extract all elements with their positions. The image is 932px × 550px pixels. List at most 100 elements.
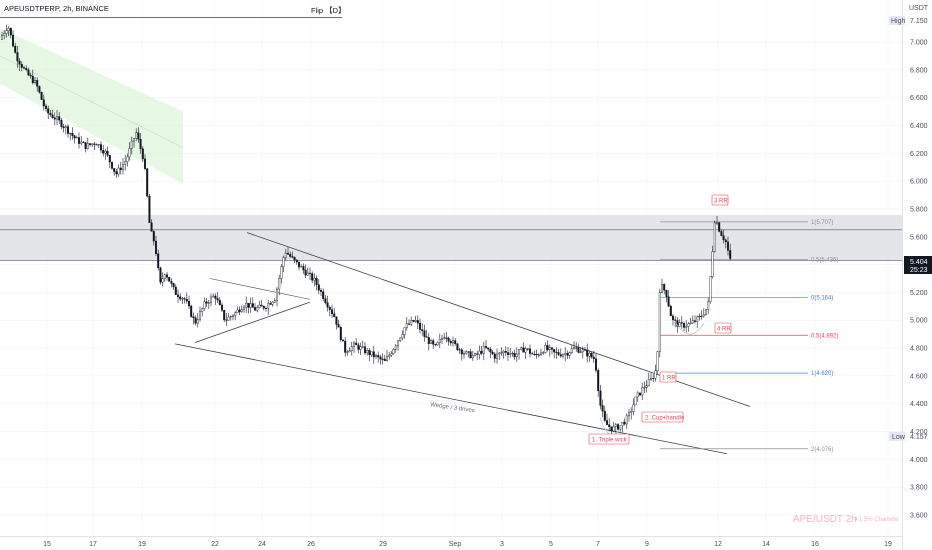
candle-body [342,339,345,342]
candle-body [414,320,417,322]
time-axis[interactable]: 15 17 19 22 24 26 29 Sep 3 5 7 9 12 14 16 19 [43,541,892,548]
candle [370,351,373,358]
symbol-title[interactable]: APEUSDTPERP, 2h, BINANCE [4,4,109,13]
candle [650,373,653,381]
triangle-upper-trendline[interactable] [209,278,311,300]
candle [372,345,375,364]
price-tick-label: 5.200 [910,290,928,297]
candle [383,354,386,361]
low-marker: Low 4.157 [889,432,928,441]
candle [313,273,316,287]
candle-body [3,33,6,36]
candle [73,134,76,144]
candle [577,343,580,354]
candle-body [577,347,580,353]
candle-body [53,117,56,120]
candle-body [542,352,545,354]
time-tick-label: 26 [307,541,315,548]
candle-body [27,69,30,76]
candle [242,304,245,313]
candle-body [533,353,536,355]
cup-handle-annotation[interactable]: 2. Cup+handle [641,411,685,423]
candle-body [357,344,360,350]
candle-body [126,156,129,162]
candle-body [170,281,173,284]
candle-body [75,137,78,139]
cup-handle-label: 2. Cup+handle [645,416,685,422]
descending-channel[interactable] [0,28,183,184]
triple-wick-label: 1. Triple wick [592,438,628,444]
candle [350,341,353,356]
candle-body [564,353,567,355]
candle [62,124,65,133]
fib-extension-levels[interactable]: 1(5.707) 0.5(5.436) 0(5.164) 0.5(4.892) 1(4.… [660,220,838,453]
high-marker: High 7.150 [889,16,928,25]
candle-body [168,277,171,282]
candle-body [511,352,514,354]
candle [698,313,701,321]
rr4-annotation[interactable]: 4 RR [714,322,731,334]
price-axis[interactable]: 7.000 6.800 6.600 6.400 6.200 6.000 5.800 5.600… [910,40,928,520]
candle-body [707,301,710,310]
candle [108,154,111,169]
candle [617,422,620,431]
candle [60,117,63,130]
candle-body [713,222,716,252]
rr1-annotation[interactable]: 1 RR [659,371,676,383]
candle-body [694,320,697,322]
candle-body [198,311,201,320]
candle [394,343,397,353]
candle [69,132,72,141]
candle-body [322,291,325,299]
candle-body [423,330,426,337]
candle [359,342,362,355]
candle-body [260,304,263,307]
candle [467,351,470,358]
plot-area[interactable] [0,0,902,536]
candle-body [9,27,12,36]
triple-wick-annotation[interactable]: 1. Triple wick [588,433,630,445]
candle [405,317,408,331]
wedge-lower-trendline[interactable] [174,343,728,455]
candle-body [434,344,437,346]
candlestick-series[interactable] [1,24,732,435]
candle-body [159,267,162,283]
triangle-lower-trendline[interactable] [194,301,311,343]
candle-body [720,231,723,236]
candle [174,284,177,295]
candle [518,349,521,360]
candle-body [698,316,701,318]
candle [493,351,496,363]
candle-body [183,298,186,300]
candle-body [471,355,474,359]
rr1-label: 1 RR [662,376,676,382]
candle [113,168,116,176]
candle [705,309,708,316]
candle [346,350,349,356]
candle [236,306,239,314]
rr3-annotation[interactable]: 3 RR [711,194,728,206]
candle-body [397,340,400,347]
price-tick-label: 7.000 [910,40,928,47]
last-price: 5.404 [910,259,928,266]
candle [16,45,19,68]
candle [152,230,155,246]
candle [419,318,422,334]
fib-label: 1(4.620) [811,371,833,377]
candle [672,314,675,326]
candle-body [84,142,87,149]
candle-body [669,305,672,317]
candle-body [163,274,166,279]
candle [293,256,296,264]
candle [348,347,351,353]
candle-body [623,422,626,425]
candle-body [412,320,415,322]
candle-body [218,299,221,306]
candle [529,344,532,358]
candle [265,306,268,312]
candle [121,158,124,175]
candle-body [375,355,378,358]
candle [333,307,336,318]
candle [110,161,113,170]
